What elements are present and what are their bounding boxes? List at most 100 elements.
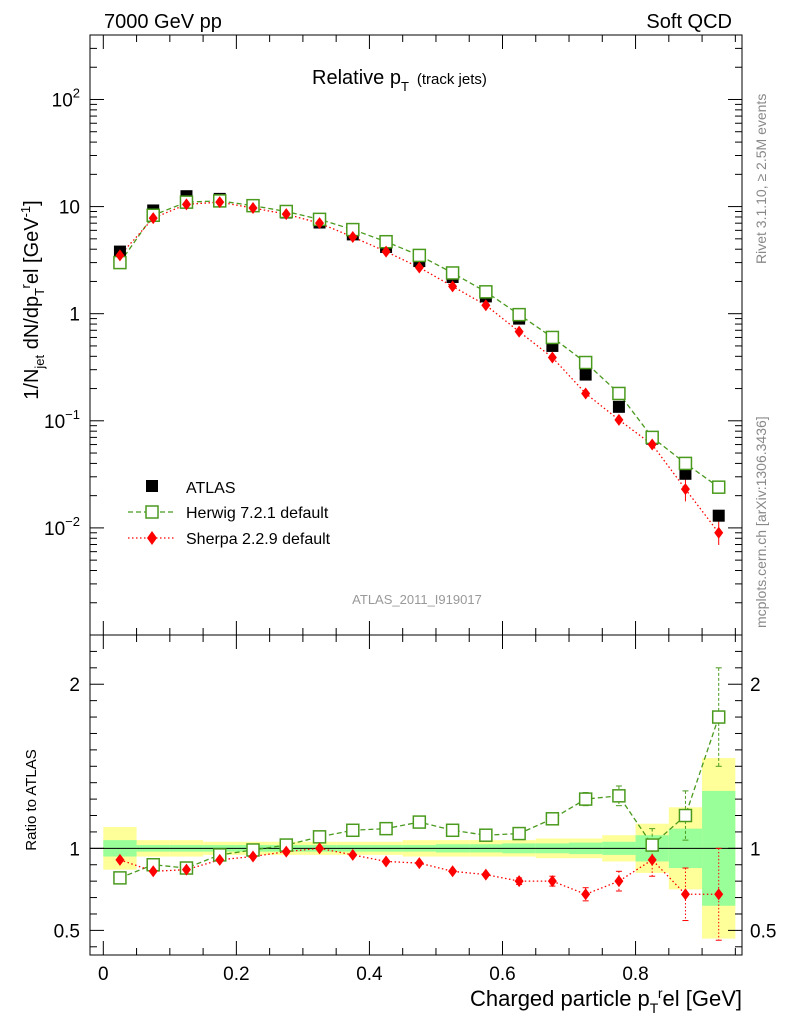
legend-sherpa-label: Sherpa 2.2.9 default [186, 531, 331, 548]
main-series [113, 190, 726, 546]
sherpa-point [614, 413, 624, 426]
legend-atlas-label: ATLAS [186, 480, 236, 497]
sherpa-point [581, 387, 591, 400]
main-y-tick-exponent: −2 [65, 514, 80, 529]
ratio-x-tick-label: 0 [98, 964, 109, 985]
analysis-watermark: ATLAS_2011_I919017 [352, 592, 482, 607]
ratio-x-tick-label: 0.8 [622, 964, 648, 985]
herwig-point [445, 266, 460, 280]
herwig-point [512, 307, 526, 322]
plot-title: Relative pT (track jets) [312, 67, 487, 94]
sherpa-point [381, 245, 391, 258]
sherpa-ratio-point [215, 853, 225, 866]
main-y-tick-exponent: 2 [73, 85, 80, 100]
plot-title-main: Relative p [312, 67, 401, 89]
atlas-point [712, 509, 725, 522]
herwig-ratio-point [346, 823, 360, 838]
herwig-ratio-point [711, 710, 726, 724]
sherpa-ratio-point [248, 850, 258, 863]
sherpa-point [315, 217, 325, 230]
sherpa-ratio-point [680, 888, 690, 901]
ratio-y-tick-label: 0.5 [54, 921, 80, 942]
atlas-point [612, 400, 625, 413]
herwig-ratio-point [379, 821, 393, 836]
sherpa-ratio-point [581, 888, 591, 901]
atlas-point [679, 467, 692, 480]
herwig-point [711, 480, 726, 494]
legend-sherpa-marker [147, 531, 157, 545]
herwig-ratio-point [578, 792, 593, 806]
main-y-tick-label: 10−1 [44, 407, 80, 433]
main-y-tick-exponent: −1 [65, 407, 80, 422]
herwig-ratio-point [678, 808, 693, 823]
sherpa-point [348, 231, 358, 244]
herwig-ratio-point [479, 828, 493, 842]
sherpa-ratio-point [281, 845, 291, 858]
ratio-y-tick-label-right: 1 [750, 839, 761, 860]
main-y-tick-label: 10 [59, 198, 80, 219]
main-y-tick-label: 10−2 [44, 514, 80, 540]
sherpa-point [647, 438, 657, 451]
herwig-ratio-point [312, 830, 327, 844]
sherpa-ratio-point [315, 842, 325, 855]
ratio-y-tick-label-right: 2 [750, 675, 761, 696]
ratio-axis-ticks: 0.5 0.5 1 1 2 2 0 0.2 0.4 0.6 0.8 [54, 634, 776, 985]
herwig-ratio-point [612, 789, 626, 803]
sherpa-point [414, 261, 424, 274]
herwig-point [578, 355, 593, 370]
herwig-point [678, 456, 693, 471]
sherpa-ratio-point [115, 853, 125, 866]
sherpa-ratio-point [348, 848, 358, 861]
herwig-ratio-point [113, 871, 127, 885]
sherpa-point [181, 198, 191, 211]
legend: ATLAS Herwig 7.2.1 default Sherpa 2.2.9 … [128, 480, 331, 548]
herwig-ratio-point [412, 815, 427, 829]
herwig-ratio-point [445, 823, 460, 838]
sherpa-ratio-point [647, 853, 657, 866]
herwig-point [479, 285, 493, 299]
ratio-frame [89, 634, 743, 956]
main-y-tick-base: 10 [44, 519, 65, 540]
herwig-ratio-point [545, 812, 560, 826]
ratio-y-axis-label: Ratio to ATLAS [23, 749, 40, 850]
sherpa-ratio-point [714, 888, 724, 901]
herwig-ratio-point [512, 826, 526, 841]
ratio-x-tick-label: 0.2 [223, 964, 249, 985]
ratio-panel: 0.5 0.5 1 1 2 2 0 0.2 0.4 0.6 0.8 Ratio to ATLAS C… [23, 634, 776, 1016]
sherpa-ratio-point [181, 863, 191, 876]
main-y-tick-base: 10 [52, 90, 73, 111]
sherpa-point [481, 299, 491, 312]
sherpa-ratio-point [514, 875, 524, 888]
legend-herwig-label: Herwig 7.2.1 default [186, 505, 329, 522]
sherpa-point [248, 202, 258, 215]
sherpa-ratio-point [381, 855, 391, 868]
sherpa-ratio-point [448, 865, 458, 878]
ratio-x-tick-label: 0.4 [356, 964, 383, 985]
sherpa-point [215, 196, 225, 209]
herwig-point [545, 330, 560, 345]
header-right: Soft QCD [646, 11, 732, 33]
main-y-axis-label: 1/Njet dN/dpTrel [GeV-1] [18, 200, 47, 399]
rivet-label: Rivet 3.1.10, ≥ 2.5M events [753, 94, 769, 264]
main-frame [89, 34, 743, 636]
main-y-tick-label: 102 [52, 85, 80, 111]
header-left: 7000 GeV pp [104, 11, 222, 33]
x-axis-label: Charged particle pTrel [GeV] [470, 985, 742, 1016]
sherpa-ratio-point [148, 865, 158, 878]
legend-herwig-marker [145, 505, 159, 519]
sherpa-point [115, 249, 125, 262]
sherpa-point [680, 483, 690, 496]
sherpa-point [148, 212, 158, 225]
sherpa-point [281, 208, 291, 221]
herwig-point [412, 248, 427, 263]
ratio-x-tick-label: 0.6 [489, 964, 515, 985]
sherpa-point [448, 280, 458, 293]
sherpa-point [547, 351, 557, 364]
source-label: mcplots.cern.ch [arXiv:1306.3436] [753, 416, 769, 628]
herwig-ratio-point [645, 838, 659, 852]
plot-title-extra: (track jets) [417, 71, 487, 88]
sherpa-ratio-point [481, 868, 491, 881]
ratio-series [113, 667, 726, 941]
